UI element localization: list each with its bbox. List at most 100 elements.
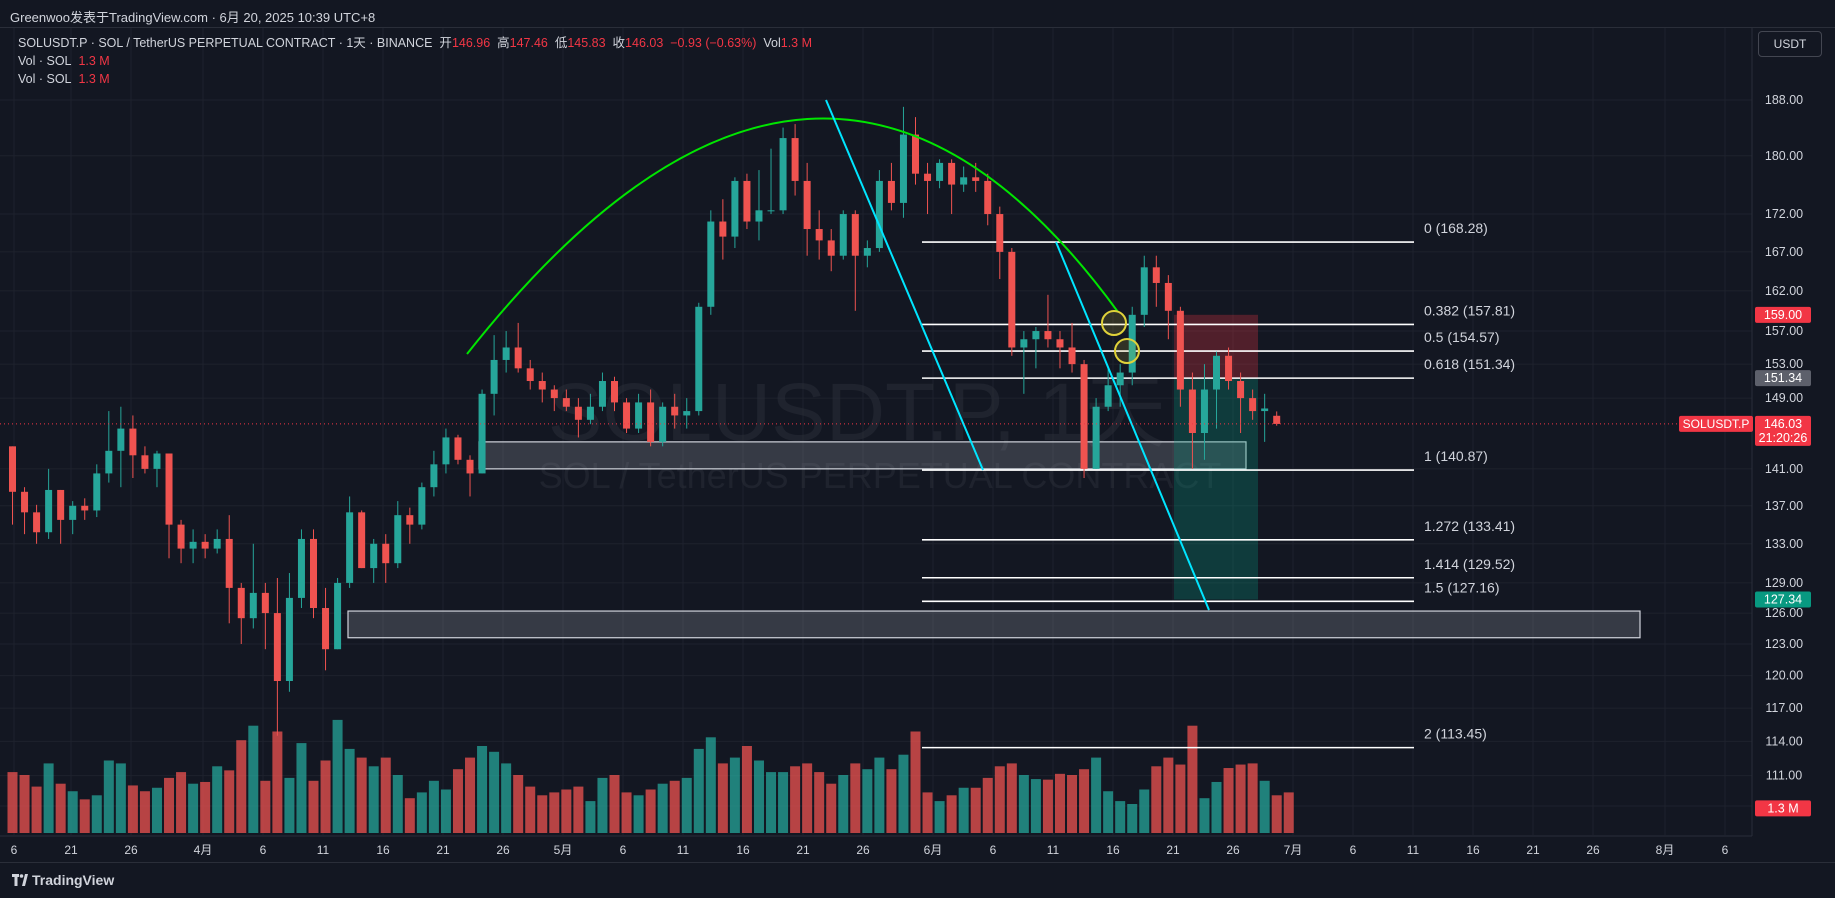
candle-body [310,538,317,609]
countdown-label-text: 21:20:26 [1759,431,1808,445]
candle-body [69,505,77,520]
candle-body [237,587,245,619]
candle-body [1068,347,1076,365]
candle-body [454,437,462,460]
volume-bar [633,795,644,833]
price-tick-label: 114.00 [1765,734,1802,748]
volume-bar [79,799,90,833]
legend-volume-label: Vol · SOL [18,54,72,68]
volume-bar [368,766,379,833]
legend-change: −0.93 (−0.63%) [670,36,757,50]
time-tick-label: 6 [620,843,627,857]
volume-bar [127,785,138,833]
candle-body [442,437,450,465]
legend-vol-label: Vol [763,36,781,50]
candle-body [1140,267,1148,315]
volume-bar [1079,769,1090,833]
candle-body [177,524,185,549]
volume-bar [549,792,560,833]
drawings[interactable] [0,99,1752,611]
volume-bar [164,777,175,833]
time-tick-label: 11 [1407,843,1420,857]
footer: TradingView [0,862,1835,898]
candle-body [1044,331,1052,340]
candle-body [478,393,486,474]
legend-low-label: 低 [554,36,568,50]
volume-bar [645,789,656,833]
fib-level-label: 1.5 (127.16) [1424,579,1500,595]
candle-body [875,180,883,249]
volume-bar [1259,780,1270,833]
legend-volume-row[interactable]: Vol · SOL 1.3 M [18,70,812,88]
price-label-badge [1755,306,1811,323]
candle-body [370,543,378,569]
candle-body [924,173,932,181]
candle-body [550,389,558,399]
volume-bar [693,748,704,833]
publisher-text: Greenwoo发表于TradingView.com · 6月 20, 2025… [10,10,376,25]
candle-body [1128,314,1136,373]
time-tick-label: 26 [856,843,870,857]
fib-level-label: 0.382 (157.81) [1424,302,1515,318]
price-label-text: 1.3 M [1767,801,1798,815]
volume-bar [982,777,993,833]
volume-bar [1091,757,1102,833]
volume-bar [284,777,295,833]
trend-line [1055,241,1210,611]
candle-body [948,162,956,185]
time-tick-label: 21 [796,843,810,857]
time-tick-label: 26 [1226,843,1240,857]
candle-body [1020,339,1028,348]
time-axis[interactable]: 6 21 26 4月 6 11 16 21 26 5月 6 11 16 21 26 6月 6 11 16 21 26 7月… [0,835,1752,857]
price-tick-label: 149.00 [1765,391,1803,405]
time-tick-label: 6月 [924,843,943,857]
time-tick-label: 8月 [1656,843,1675,857]
volume-bar [103,760,114,833]
time-tick-label: 6 [11,843,18,857]
candle-body [141,455,149,469]
legend-vol: 1.3 M [780,36,813,50]
price-tick-label: 157.00 [1765,324,1803,338]
price-tick-label: 133.00 [1765,537,1803,551]
time-tick-label: 21 [436,843,450,857]
time-tick-label: 11 [1047,843,1060,857]
volume-bar [1247,763,1258,833]
volume-bar [946,795,957,833]
time-tick-label: 21 [64,843,78,857]
price-label-badge [1755,415,1811,446]
legend-main-row: SOLUSDT.P · SOL / TetherUS PERPETUAL CON… [18,34,812,52]
candle-body [502,347,510,360]
time-tick-label: 5月 [554,843,573,857]
symbol-tag-text: SOLUSDT.P [1683,417,1750,431]
candle-body [382,543,390,564]
time-tick-label: 6 [990,843,997,857]
volume-bar [296,743,307,833]
volume-bar [1139,789,1150,833]
volume-bar [717,763,728,833]
volume-bar [705,737,716,833]
candle-body [755,210,763,222]
volume-bar [561,789,572,833]
candle-body [574,406,582,420]
symbol-tag-badge [1679,415,1753,432]
volume-bar [898,754,909,833]
currency-selector[interactable]: USDT [1758,31,1822,57]
candle-body [297,538,305,598]
time-tick-label: 21 [1166,843,1180,857]
price-label-text: 146.03 [1764,417,1802,431]
volume-bar [874,757,885,833]
price-axis[interactable]: 188.00 180.00 172.00 167.00 162.00 157.00 153.… [1679,28,1835,836]
legend-volume-row[interactable]: Vol · SOL 1.3 M [18,52,812,70]
candle-body [406,515,414,525]
candle-body [526,368,534,382]
watermark-description: SOL / TetherUS PERPETUAL CONTRACT [539,455,1222,496]
candle-body [683,411,691,416]
volume-bar [236,740,247,833]
volume-bar [850,763,861,833]
price-label-badge [1755,591,1811,608]
candle-body [490,359,498,394]
candle-body [707,221,715,307]
watermark: SOLUSDT.P, 1天 SOL / TetherUS PERPETUAL C… [539,367,1222,496]
candle-body [972,177,980,181]
